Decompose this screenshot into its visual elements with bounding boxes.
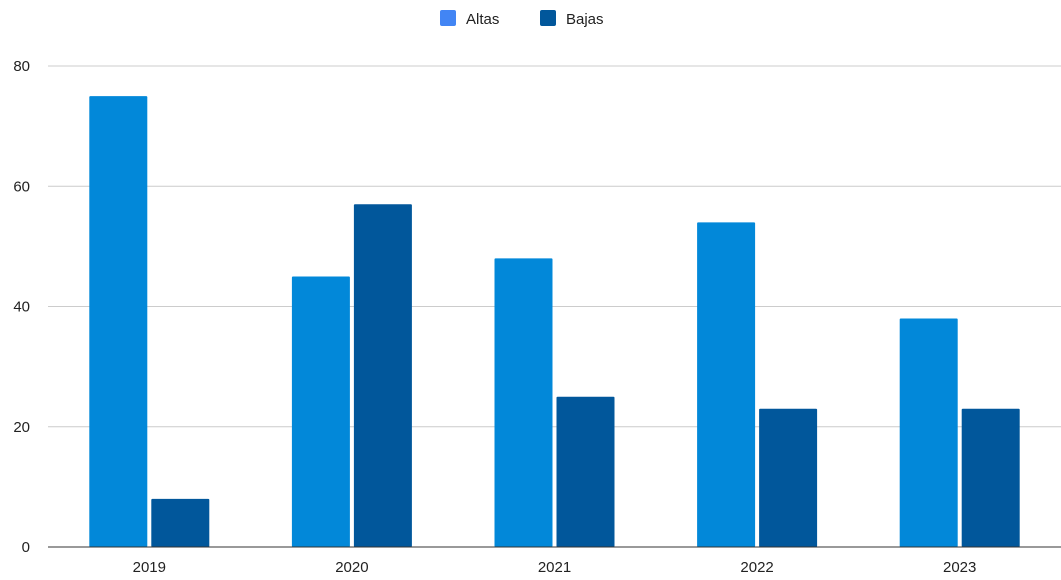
bars — [89, 96, 1020, 547]
bar-bajas-2023 — [961, 408, 1020, 547]
bar-altas-2023 — [899, 318, 958, 547]
bar-bajas-2021 — [556, 396, 615, 547]
legend-label-bajas: Bajas — [566, 11, 604, 28]
y-tick-label: 80 — [13, 58, 30, 75]
legend: Altas Bajas — [440, 10, 604, 28]
y-tick-label: 0 — [22, 539, 30, 556]
bar-altas-2021 — [494, 258, 553, 547]
legend-swatch-altas — [440, 10, 456, 26]
y-tick-label: 20 — [13, 419, 30, 436]
x-tick-label: 2021 — [538, 559, 571, 576]
gridlines — [48, 65, 1061, 428]
x-axis-ticks: 2019 2020 2021 2022 2023 — [133, 559, 977, 576]
x-tick-label: 2022 — [740, 559, 773, 576]
bar-altas-2020 — [291, 276, 350, 547]
bar-bajas-2019 — [151, 498, 210, 547]
legend-label-altas: Altas — [466, 11, 499, 28]
y-axis-ticks: 0 20 40 60 80 — [13, 58, 30, 556]
y-tick-label: 60 — [13, 178, 30, 195]
x-tick-label: 2023 — [943, 559, 976, 576]
bar-bajas-2022 — [759, 408, 818, 547]
y-tick-label: 40 — [13, 299, 30, 316]
legend-swatch-bajas — [540, 10, 556, 26]
x-tick-label: 2020 — [335, 559, 368, 576]
bar-altas-2022 — [697, 222, 756, 547]
x-tick-label: 2019 — [133, 559, 166, 576]
bar-altas-2019 — [89, 96, 148, 547]
bar-bajas-2020 — [353, 204, 412, 547]
